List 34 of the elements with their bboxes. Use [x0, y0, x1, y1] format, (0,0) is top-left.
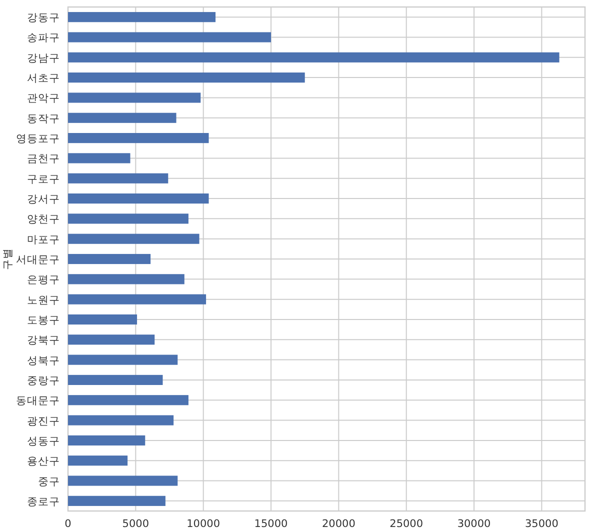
x-tick-label: 20000: [322, 518, 356, 530]
y-tick-label: 구로구: [27, 173, 60, 186]
y-tick-label: 강남구: [27, 52, 60, 64]
y-tick-label: 종로구: [27, 496, 60, 508]
y-tick-label: 성동구: [27, 435, 60, 448]
x-tick-label: 0: [64, 518, 72, 530]
y-tick-label: 은평구: [27, 274, 60, 286]
y-tick-label: 강동구: [27, 12, 60, 24]
x-tick-label: 35000: [524, 518, 558, 530]
x-tick-label: 25000: [390, 518, 424, 530]
y-tick-label: 마포구: [27, 234, 60, 246]
y-axis-title: 구별: [2, 248, 14, 270]
y-tick-label: 관악구: [27, 92, 60, 105]
y-tick-label: 영등포구: [16, 133, 60, 146]
y-tick-label: 금천구: [27, 153, 60, 166]
x-tick-label: 15000: [254, 518, 288, 530]
y-tick-label: 송파구: [27, 32, 60, 44]
x-tick-label: 5000: [122, 518, 150, 530]
y-tick-label: 강북구: [27, 334, 60, 347]
y-tick-label: 강서구: [27, 194, 60, 206]
y-tick-label: 중구: [38, 476, 60, 488]
y-tick-label: 서초구: [27, 72, 60, 85]
y-tick-label: 동작구: [27, 112, 60, 125]
y-tick-label: 양천구: [27, 214, 60, 226]
x-tick-label: 10000: [186, 518, 220, 530]
y-tick-label: 동대문구: [16, 395, 60, 408]
x-tick-label: 30000: [457, 518, 491, 530]
y-tick-label: 서대문구: [16, 254, 60, 266]
y-tick-label: 용산구: [27, 456, 60, 468]
y-tick-label: 중랑구: [27, 374, 60, 387]
y-tick-label: 광진구: [27, 415, 60, 428]
y-tick-label: 노원구: [27, 294, 60, 306]
y-tick-label: 도봉구: [27, 314, 60, 326]
y-tick-label: 성북구: [27, 354, 60, 367]
